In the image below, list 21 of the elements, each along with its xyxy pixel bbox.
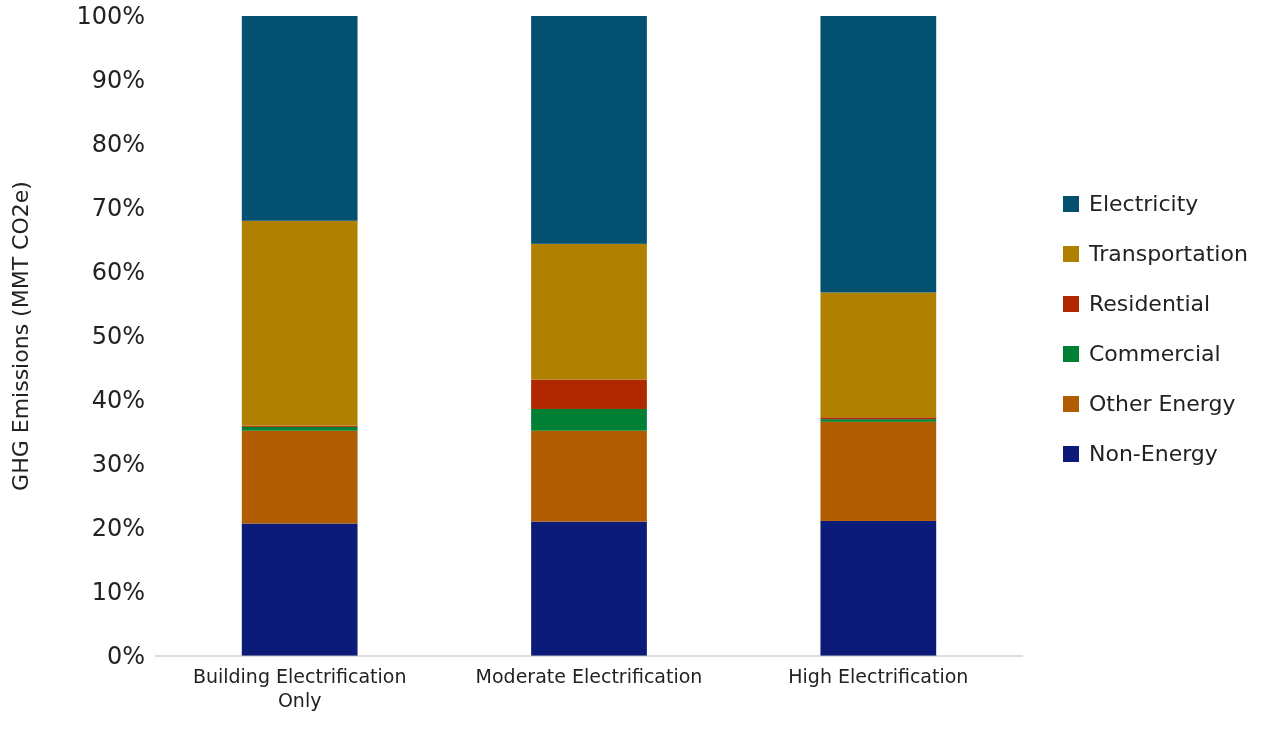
x-tick-label: Moderate Electrification — [475, 665, 703, 688]
legend-label: Transportation — [1088, 241, 1248, 266]
y-tick-label: 0% — [106, 642, 145, 671]
y-tick-label: 20% — [91, 514, 145, 543]
y-tick-label: 60% — [91, 258, 145, 287]
y-tick-label: 10% — [91, 578, 145, 607]
y-axis-title: GHG Emissions (MMT CO2e) — [8, 181, 33, 491]
legend-label: Commercial — [1089, 341, 1221, 366]
legend-label: Non-Energy — [1089, 441, 1218, 466]
legend-label: Electricity — [1089, 191, 1199, 216]
legend-label: Residential — [1089, 291, 1211, 316]
y-tick-label: 40% — [91, 386, 145, 415]
legend-label: Other Energy — [1089, 391, 1236, 416]
x-tick-label: Building Electrification Only — [192, 665, 407, 712]
y-tick-label: 80% — [91, 130, 145, 159]
y-tick-label: 70% — [91, 194, 145, 223]
x-tick-label: High Electrification — [788, 665, 969, 688]
y-tick-label: 50% — [91, 322, 145, 351]
y-tick-label: 90% — [91, 66, 145, 95]
y-tick-label: 30% — [91, 450, 145, 479]
y-tick-label: 100% — [76, 2, 145, 31]
